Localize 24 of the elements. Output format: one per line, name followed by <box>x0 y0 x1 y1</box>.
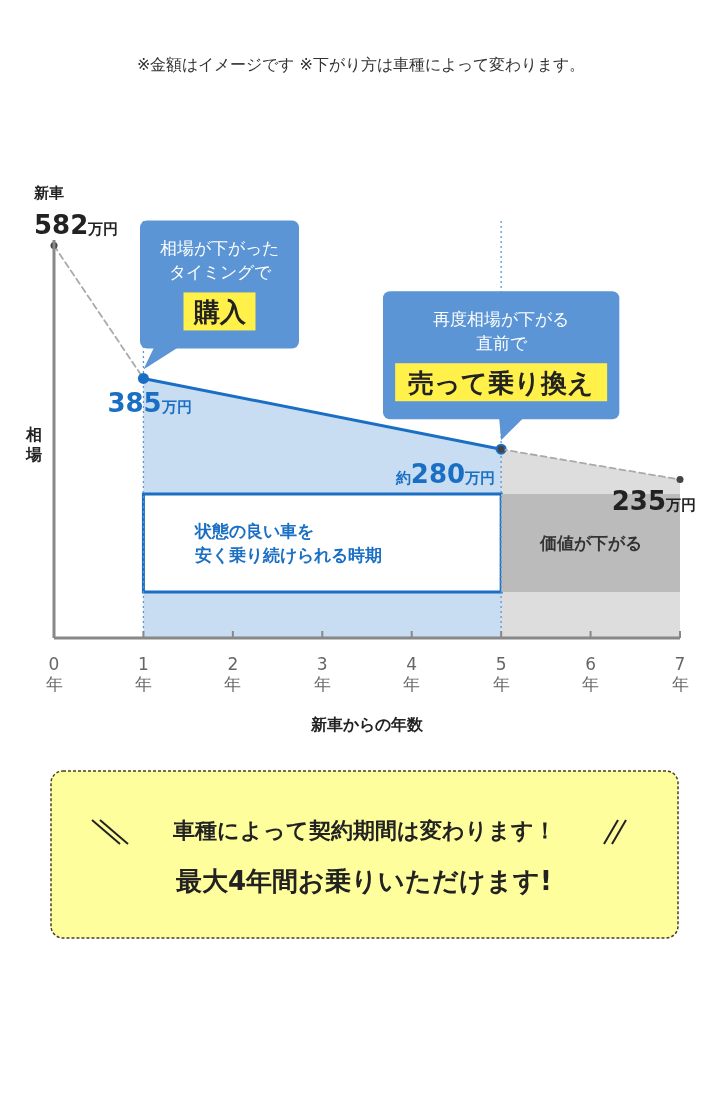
annotation: 再度相場が下がる直前で <box>433 309 570 354</box>
annotation: 相場が下がったタイミングで <box>160 238 279 283</box>
annotation: 購入 <box>192 297 247 328</box>
x-tick-label: 6年 <box>582 654 600 694</box>
x-tick-label: 4年 <box>403 654 421 694</box>
x-tick-label: 5年 <box>492 654 510 694</box>
text: 最大4年間お乗りいただけます! <box>175 866 552 896</box>
data-label: 385万円 <box>107 388 192 419</box>
text: 車種によって契約期間は変わります！ <box>171 818 556 843</box>
x-tick-label: 2年 <box>224 654 242 694</box>
x-tick-label: 3年 <box>313 654 331 694</box>
annotation: 新車 <box>33 183 64 202</box>
data-label: 約280万円 <box>394 459 496 490</box>
x-tick-label: 7年 <box>671 654 689 694</box>
annotation: 売って乗り換え <box>408 368 595 399</box>
data-label: 235万円 <box>611 485 696 516</box>
x-tick-label: 0年 <box>45 654 63 694</box>
y-axis-title: 相場 <box>25 425 42 464</box>
band-label: 価値が下がる <box>538 533 642 553</box>
band-label: 状態の良い車を安く乗り続けられる時期 <box>194 521 383 565</box>
x-axis-title: 新車からの年数 <box>310 715 424 734</box>
chart-subtitle: ※金額はイメージです ※下がり方は車種によって変わります。 <box>137 55 585 74</box>
data-label: 582万円 <box>34 209 119 240</box>
x-tick-label: 1年 <box>134 654 152 694</box>
